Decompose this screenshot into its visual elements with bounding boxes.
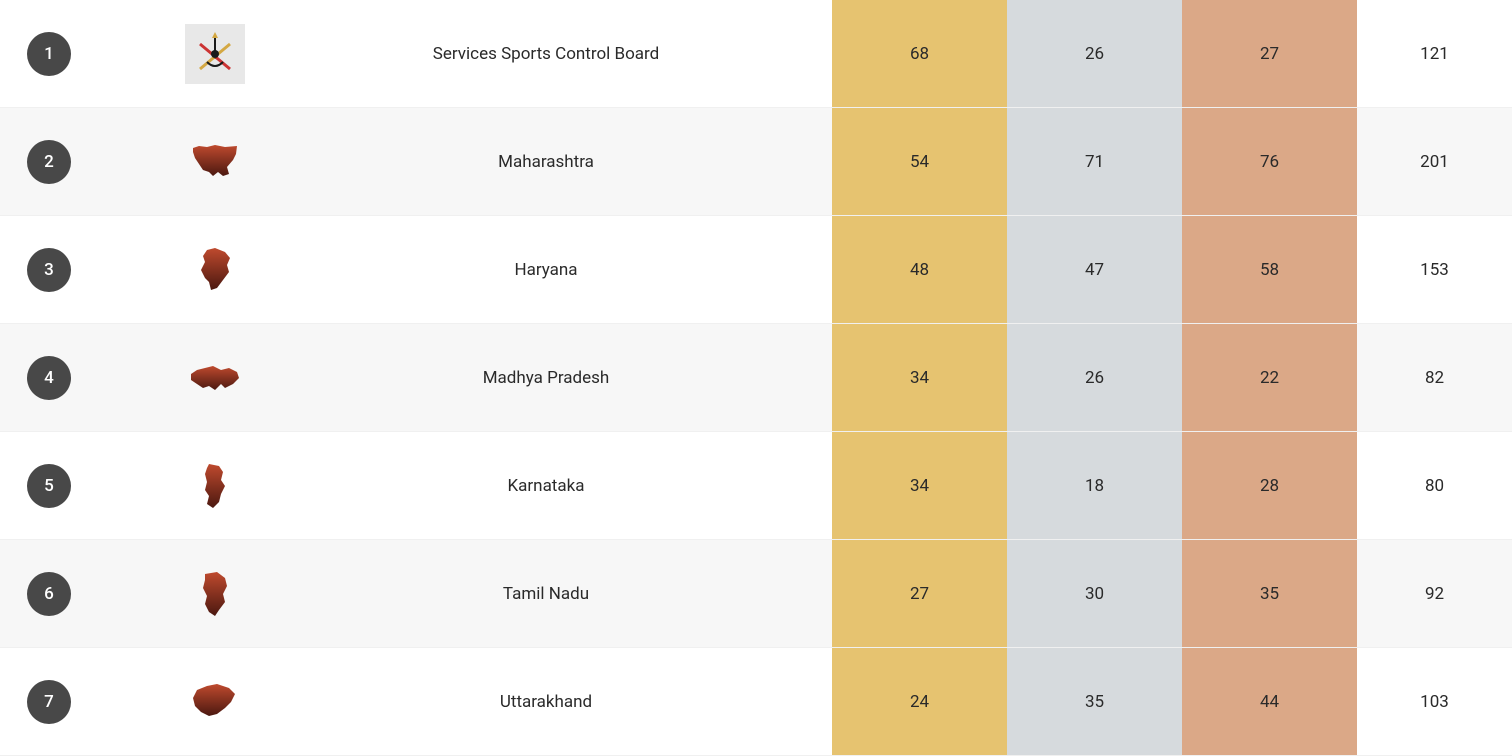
bronze-count: 27: [1182, 0, 1357, 107]
team-icon-cell: [80, 672, 260, 732]
rank-badge: 1: [27, 32, 71, 76]
team-name: Maharashtra: [260, 152, 832, 172]
rank-badge: 4: [27, 356, 71, 400]
table-row: 4 Madhya Pradesh 34 26 22 82: [0, 324, 1512, 432]
table-row: 3 Haryana 48 47 58 153: [0, 216, 1512, 324]
gold-count: 48: [832, 216, 1007, 323]
team-name: Services Sports Control Board: [260, 44, 832, 64]
team-name: Uttarakhand: [260, 692, 832, 712]
team-name: Tamil Nadu: [260, 584, 832, 604]
silver-count: 35: [1007, 648, 1182, 755]
team-icon-cell: [80, 132, 260, 192]
team-icon-cell: [80, 24, 260, 84]
team-name: Madhya Pradesh: [260, 368, 832, 388]
total-count: 82: [1357, 368, 1512, 388]
bronze-count: 35: [1182, 540, 1357, 647]
madhya-pradesh-map-icon: [185, 348, 245, 408]
tamil-nadu-map-icon: [185, 564, 245, 624]
rank-badge: 7: [27, 680, 71, 724]
silver-count: 26: [1007, 0, 1182, 107]
rank-cell: 4: [0, 356, 80, 400]
team-name: Karnataka: [260, 476, 832, 496]
silver-count: 30: [1007, 540, 1182, 647]
rank-badge: 3: [27, 248, 71, 292]
bronze-count: 22: [1182, 324, 1357, 431]
total-count: 121: [1357, 44, 1512, 64]
rank-cell: 3: [0, 248, 80, 292]
table-row: 6 Tamil Nadu 27 30 35 92: [0, 540, 1512, 648]
rank-cell: 6: [0, 572, 80, 616]
total-count: 201: [1357, 152, 1512, 172]
services-emblem-icon: [185, 24, 245, 84]
rank-badge: 6: [27, 572, 71, 616]
silver-count: 71: [1007, 108, 1182, 215]
bronze-count: 44: [1182, 648, 1357, 755]
medal-tally-table: 1 Services Sports Control Board 68 26 27…: [0, 0, 1512, 756]
gold-count: 24: [832, 648, 1007, 755]
total-count: 153: [1357, 260, 1512, 280]
rank-badge: 5: [27, 464, 71, 508]
rank-cell: 2: [0, 140, 80, 184]
table-row: 5 Karnataka 34 18 28 80: [0, 432, 1512, 540]
silver-count: 18: [1007, 432, 1182, 539]
bronze-count: 76: [1182, 108, 1357, 215]
maharashtra-map-icon: [185, 132, 245, 192]
karnataka-map-icon: [185, 456, 245, 516]
total-count: 103: [1357, 692, 1512, 712]
team-icon-cell: [80, 240, 260, 300]
gold-count: 27: [832, 540, 1007, 647]
rank-cell: 7: [0, 680, 80, 724]
gold-count: 54: [832, 108, 1007, 215]
table-row: 2 Maharashtra 54 71 76 201: [0, 108, 1512, 216]
team-icon-cell: [80, 348, 260, 408]
haryana-map-icon: [185, 240, 245, 300]
total-count: 80: [1357, 476, 1512, 496]
gold-count: 34: [832, 324, 1007, 431]
gold-count: 68: [832, 0, 1007, 107]
rank-cell: 1: [0, 32, 80, 76]
bronze-count: 58: [1182, 216, 1357, 323]
silver-count: 26: [1007, 324, 1182, 431]
silver-count: 47: [1007, 216, 1182, 323]
team-icon-cell: [80, 564, 260, 624]
team-icon-cell: [80, 456, 260, 516]
uttarakhand-map-icon: [185, 672, 245, 732]
total-count: 92: [1357, 584, 1512, 604]
table-row: 7 Uttarakhand 24 35 44 103: [0, 648, 1512, 756]
team-name: Haryana: [260, 260, 832, 280]
rank-badge: 2: [27, 140, 71, 184]
bronze-count: 28: [1182, 432, 1357, 539]
rank-cell: 5: [0, 464, 80, 508]
gold-count: 34: [832, 432, 1007, 539]
table-row: 1 Services Sports Control Board 68 26 27…: [0, 0, 1512, 108]
